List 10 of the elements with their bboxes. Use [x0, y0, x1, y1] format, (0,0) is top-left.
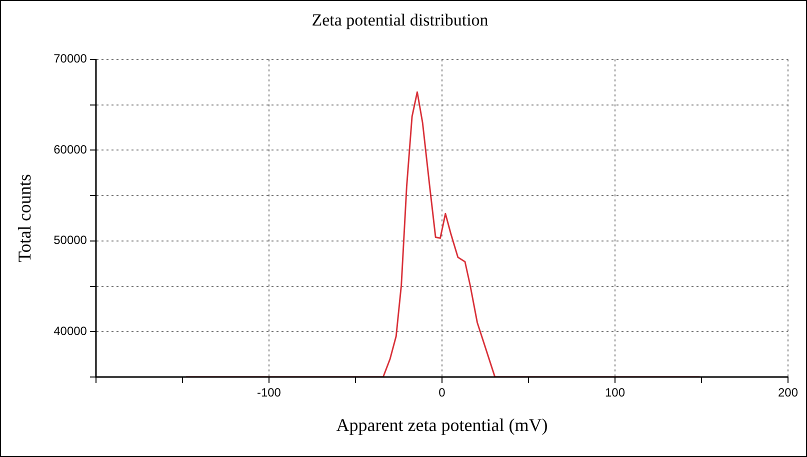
y-axis-title: Total counts: [14, 174, 35, 262]
x-tick-label: 0: [438, 386, 446, 400]
x-tick-label: -100: [256, 386, 282, 400]
y-tick-label: 60000: [54, 142, 88, 156]
x-tick-label: 200: [778, 386, 798, 400]
y-tick-label: 70000: [54, 52, 88, 66]
x-tick-label: 100: [604, 386, 626, 400]
y-tick-label: 40000: [54, 324, 88, 338]
chart-title: Zeta potential distribution: [312, 10, 489, 30]
y-tick-label: 50000: [54, 233, 88, 248]
